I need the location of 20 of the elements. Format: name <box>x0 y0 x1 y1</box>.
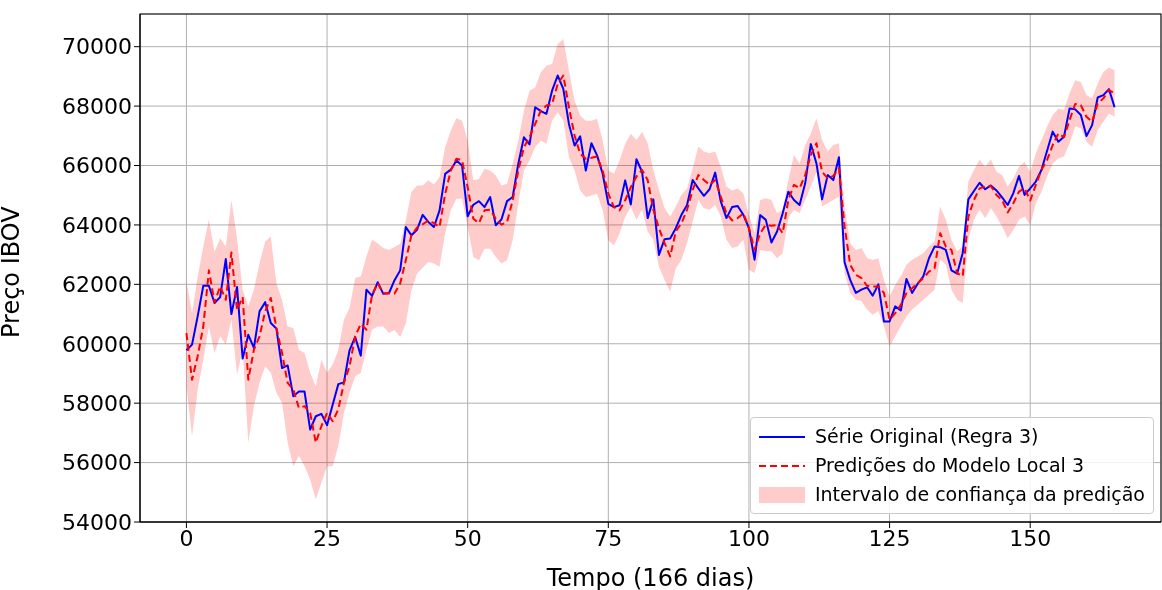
y-tick-label: 56000 <box>62 450 132 476</box>
y-tick-label: 64000 <box>62 212 132 238</box>
x-tick-label: 150 <box>1009 525 1052 551</box>
legend-label: Predições do Modelo Local 3 <box>814 453 1084 478</box>
x-tick-label: 75 <box>594 525 623 551</box>
y-tick-label: 70000 <box>62 34 132 60</box>
y-axis-title: Preço IBOV <box>0 205 25 338</box>
y-tick-label: 60000 <box>62 331 132 357</box>
x-tick-label: 100 <box>727 525 770 551</box>
y-tick-label: 66000 <box>62 153 132 179</box>
y-tick-label: 68000 <box>62 93 132 119</box>
y-tick-label: 62000 <box>62 272 132 298</box>
x-tick-label: 25 <box>313 525 342 551</box>
x-tick-label: 50 <box>453 525 482 551</box>
x-tick-label: 0 <box>179 525 194 551</box>
x-tick-label: 125 <box>868 525 911 551</box>
y-tick-label: 58000 <box>62 390 132 416</box>
y-tick-label: 54000 <box>62 509 132 535</box>
legend-label: Série Original (Regra 3) <box>814 424 1039 449</box>
annotation: Intervalo de confiança da predição <box>814 482 1145 507</box>
